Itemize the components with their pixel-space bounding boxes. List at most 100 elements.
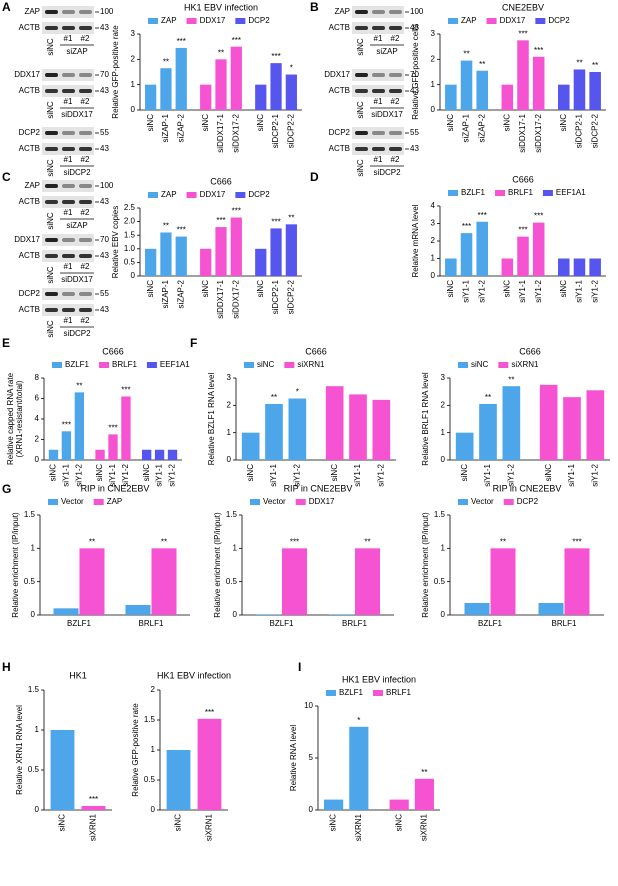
x-tick-label: siY1-2 [534, 279, 543, 302]
x-tick-label: siY1-1 [462, 279, 471, 302]
blot-band [45, 26, 58, 30]
y-tick-label: 0 [431, 271, 436, 280]
y-tick-label: 0 [35, 805, 40, 814]
significance: ** [218, 48, 224, 57]
bar [476, 221, 488, 276]
legend-swatch [186, 192, 197, 198]
bar [324, 799, 344, 810]
legend-label: siXRN1 [297, 360, 325, 369]
legend-label: BRLF1 [508, 188, 533, 197]
bar [455, 432, 474, 460]
blot-label: ZAP [24, 181, 40, 190]
blot-band [62, 131, 75, 135]
y-tick-label: 6 [35, 394, 40, 403]
lane-label: #2 [81, 316, 90, 325]
bar [460, 233, 473, 276]
y-tick-label: 1 [233, 543, 238, 552]
legend-swatch [458, 362, 468, 368]
x-tick-label: BZLF1 [67, 619, 92, 628]
lane-group: siZAP [66, 47, 87, 56]
bar [539, 384, 558, 460]
significance: *** [534, 212, 543, 221]
x-tick-label: siZAP-1 [161, 113, 170, 142]
significance: *** [534, 46, 543, 55]
bar [215, 59, 227, 110]
x-tick-label: siNC [142, 464, 151, 482]
legend-label: ZAP [161, 190, 177, 199]
y-tick-label: 0 [31, 610, 36, 619]
x-tick-label: siY1-1 [567, 463, 576, 486]
significance: *** [518, 29, 527, 38]
blot-label: DDX17 [324, 70, 350, 79]
chart-title: HK1 [69, 670, 87, 680]
blot-band [79, 147, 92, 151]
blot-band [79, 200, 92, 204]
significance: * [357, 716, 360, 725]
x-tick-label: siNC [201, 280, 210, 298]
x-tick-label: siNC [174, 814, 183, 832]
blot-marker: 100 [410, 7, 424, 16]
legend-label: DDX17 [500, 16, 526, 25]
blot-label: ACTB [329, 23, 350, 32]
blot-marker: 70 [100, 70, 109, 79]
x-tick-label: BZLF1 [269, 619, 294, 628]
blot-band [372, 26, 385, 30]
blot-label: ACTB [19, 251, 40, 260]
y-tick-label: 2.5 [124, 203, 136, 212]
y-tick-label: 1 [431, 80, 436, 89]
lane-label: siNC [46, 320, 55, 338]
legend-swatch [373, 690, 384, 696]
legend-label: EEF1A1 [160, 360, 190, 369]
bar [167, 449, 178, 460]
blot-band [45, 73, 58, 77]
significance: ** [592, 61, 598, 70]
chart-title: C666 [210, 176, 232, 186]
y-axis-label: Relative enrichment (IP/input) [421, 512, 430, 618]
bar [121, 396, 131, 460]
blot-band [389, 26, 402, 30]
x-tick-label: siNC [544, 464, 553, 482]
lane-group: siDDX17 [61, 275, 93, 284]
lane-label: #1 [374, 34, 383, 43]
blot-band [45, 147, 58, 151]
blot-band [79, 89, 92, 93]
lane-label: #1 [374, 155, 383, 164]
blot-band [62, 10, 75, 14]
bar [564, 548, 590, 615]
x-tick-label: siY1-2 [74, 463, 83, 486]
legend-swatch [458, 499, 468, 505]
panel-letter: E [2, 336, 10, 350]
legend-label: DDX17 [309, 497, 335, 506]
blot-band [372, 73, 385, 77]
legend-label: Vector [263, 497, 286, 506]
blot-band [355, 89, 368, 93]
y-tick-label: 1.5 [226, 510, 238, 519]
y-tick-label: 2 [431, 236, 436, 245]
x-tick-label: siNC [49, 464, 58, 482]
y-tick-label: 1.5 [24, 510, 36, 519]
y-tick-label: 1.5 [144, 715, 156, 724]
bar [160, 68, 172, 110]
x-tick-label: siNC [201, 114, 210, 132]
legend-swatch [495, 190, 506, 196]
y-tick-label: 0 [131, 271, 136, 280]
chart-title: C666 [102, 346, 124, 356]
significance: ** [163, 222, 169, 231]
blot-label: ACTB [19, 144, 40, 153]
bar [479, 403, 497, 460]
y-axis-label: Relative XRN1 RNA level [15, 705, 24, 795]
blot-band [372, 10, 385, 14]
x-tick-label: siDCP2-2 [590, 113, 599, 148]
bar [265, 403, 283, 460]
x-tick-label: siNC [246, 464, 255, 482]
x-tick-label: siNC [146, 280, 155, 298]
x-tick-label: BRLF1 [342, 619, 367, 628]
lane-label: siNC [46, 212, 55, 230]
significance: ** [288, 213, 294, 222]
y-tick-label: 0 [309, 805, 314, 814]
y-axis-label: Relative GFP-positive cells [411, 24, 420, 120]
lane-label: #2 [391, 34, 400, 43]
blot-label: ZAP [24, 7, 40, 16]
blot-label: DDX17 [14, 70, 40, 79]
bar [50, 730, 75, 810]
